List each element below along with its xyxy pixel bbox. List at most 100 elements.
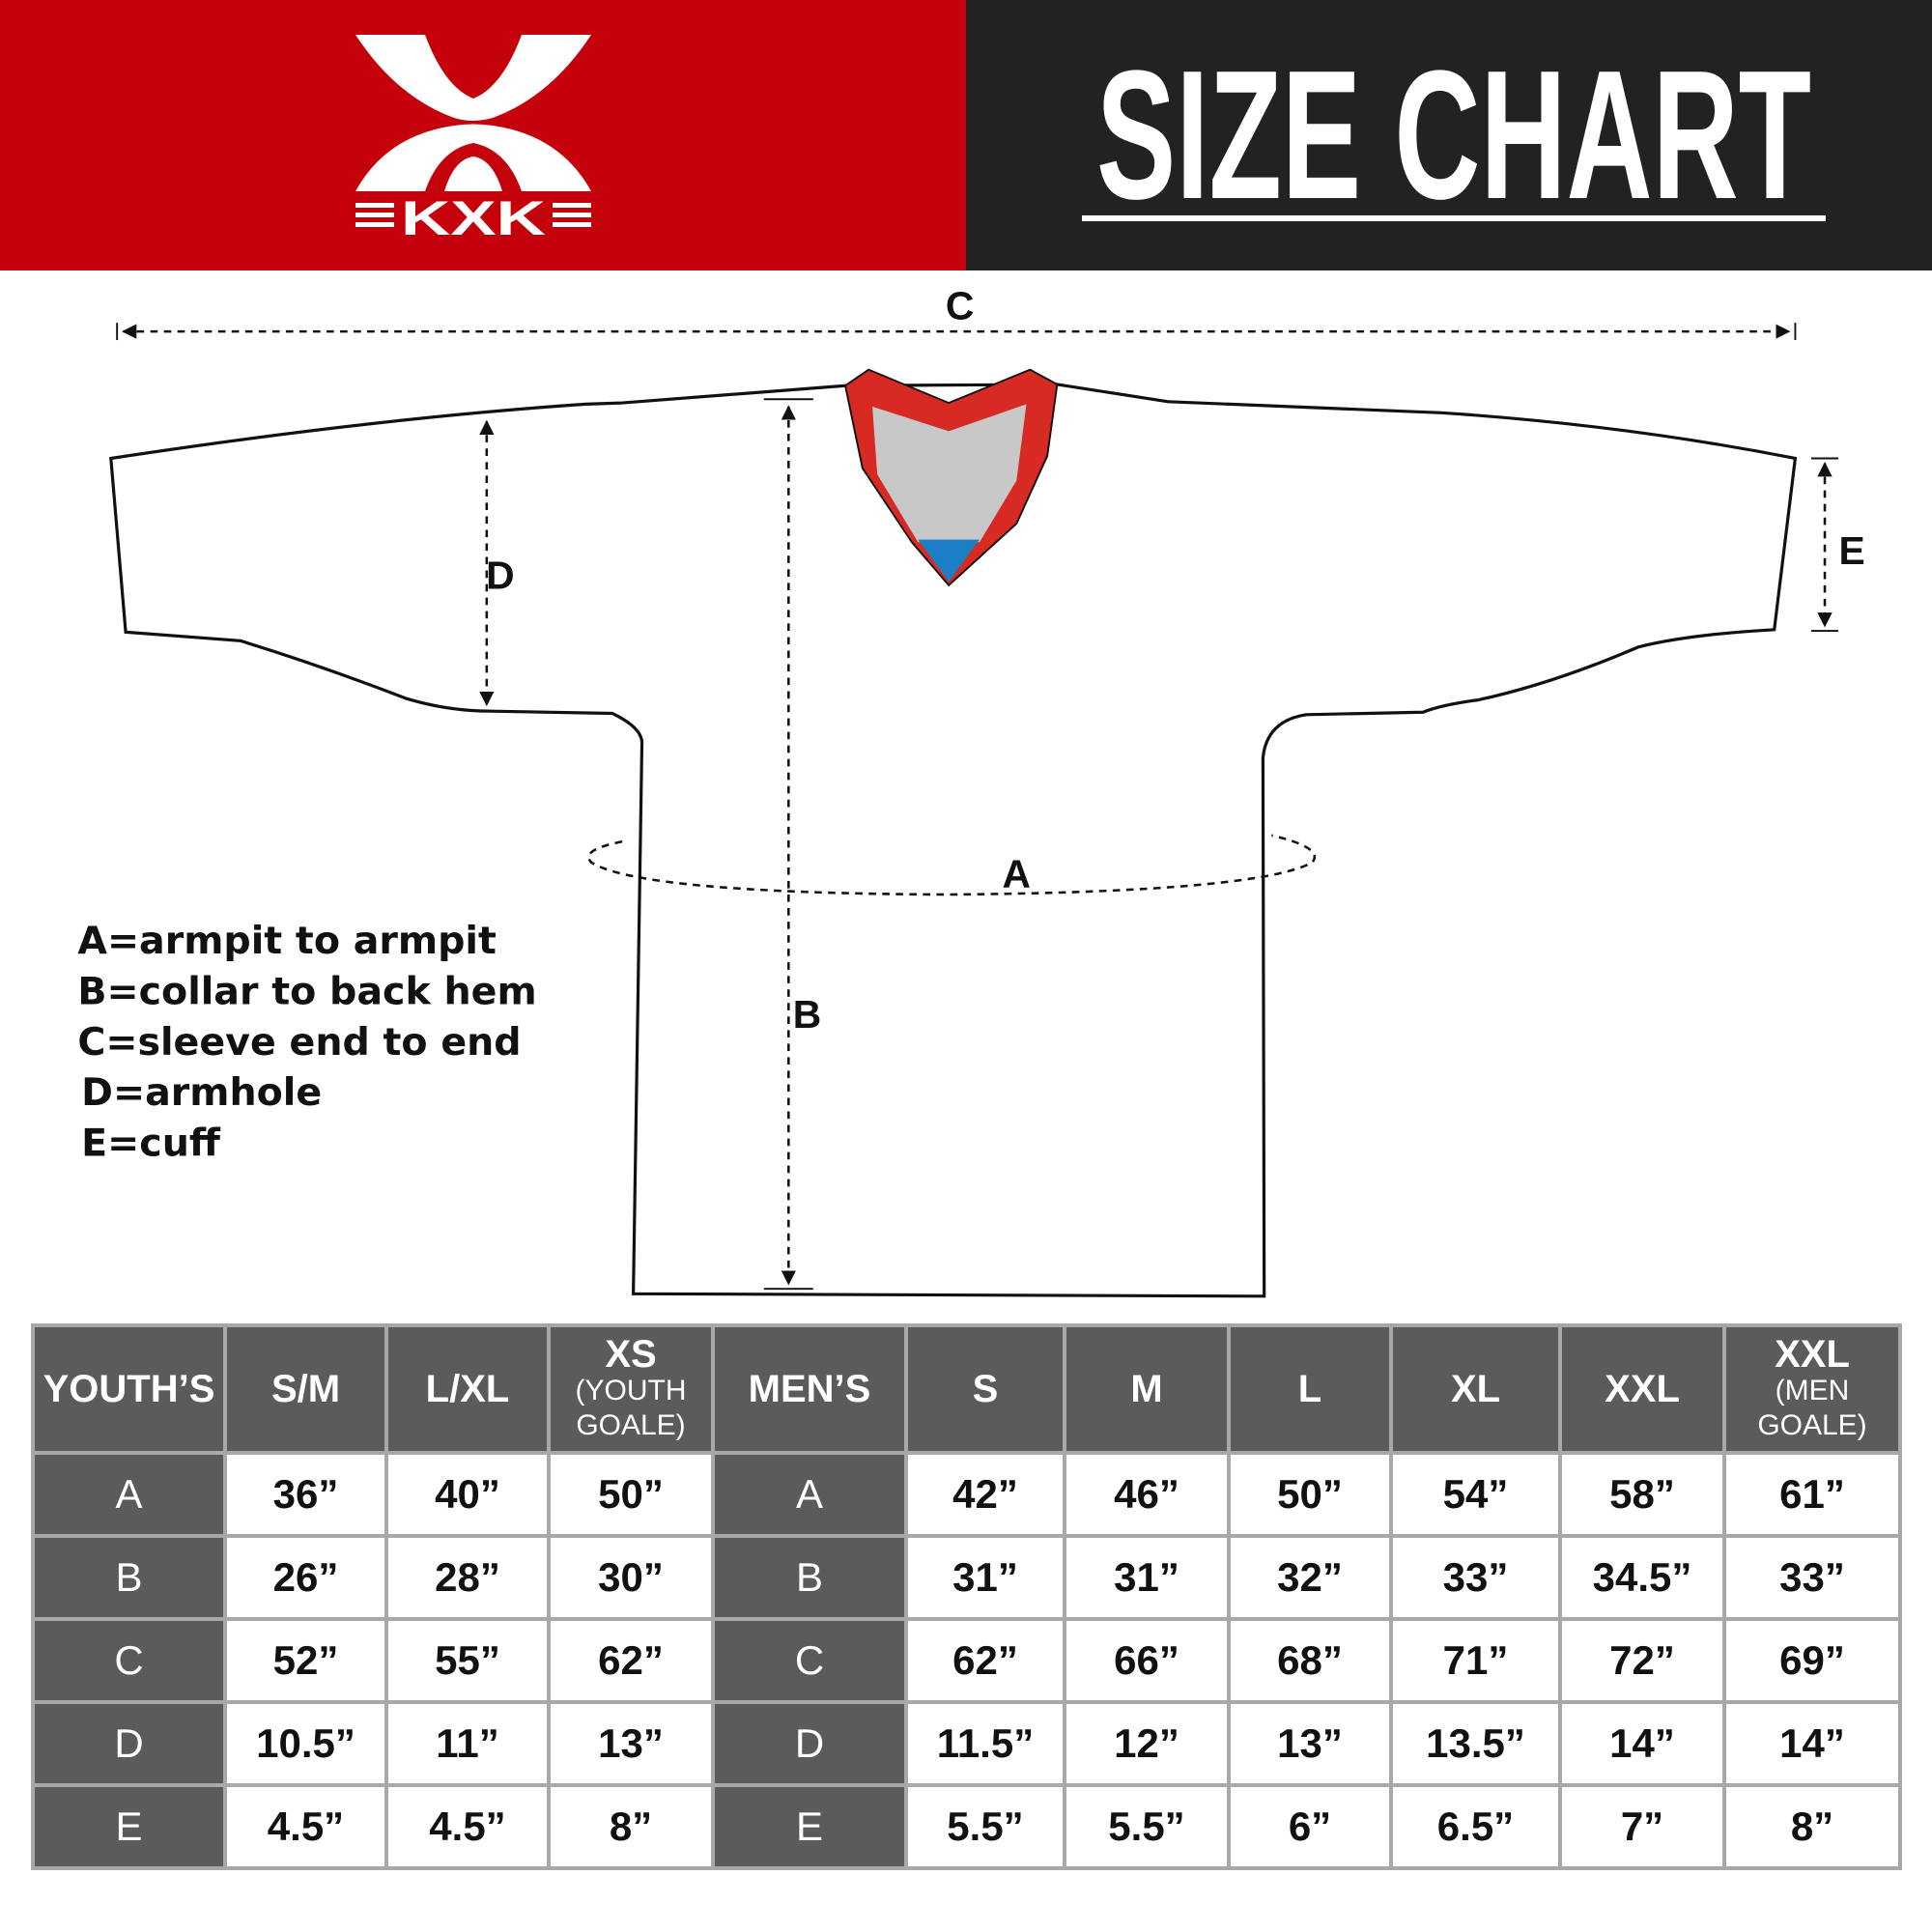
dimension-a-line xyxy=(587,834,1317,896)
measurement-value: 14” xyxy=(1722,1700,1902,1787)
measurement-value: 66” xyxy=(1063,1617,1231,1704)
measurement-value: 52” xyxy=(223,1617,388,1704)
header-label: M xyxy=(1130,1368,1163,1410)
measurement-value: 68” xyxy=(1227,1617,1393,1704)
measurement-value: 4.5” xyxy=(223,1783,388,1870)
measurement-value: 50” xyxy=(547,1451,715,1538)
measurement-value: 14” xyxy=(1558,1700,1726,1787)
measurement-value: 11.5” xyxy=(904,1700,1066,1787)
size-header: XXL xyxy=(1558,1323,1726,1455)
measurement-value: 36” xyxy=(223,1451,388,1538)
table-row: E 4.5” 4.5” 8” E 5.5” 5.5” 6” 6.5” 7” 8” xyxy=(31,1783,1902,1870)
measurement-value: 72” xyxy=(1558,1617,1726,1704)
youth-header: YOUTH’S xyxy=(31,1323,227,1455)
size-header: XXL (MEN GOALE) xyxy=(1722,1323,1902,1455)
page-title-box: SIZE CHART xyxy=(1096,39,1811,213)
title-underline xyxy=(1082,215,1826,221)
measurement-value: 62” xyxy=(904,1617,1066,1704)
measurement-value: 6” xyxy=(1227,1783,1393,1870)
measurement-value: 5.5” xyxy=(1063,1783,1231,1870)
measurement-label: C xyxy=(31,1617,227,1704)
size-header: S xyxy=(904,1323,1066,1455)
measurement-value: 58” xyxy=(1558,1451,1726,1538)
label-b: B xyxy=(793,992,821,1037)
measurement-label: D xyxy=(31,1700,227,1787)
label-e: E xyxy=(1838,528,1864,573)
measurement-value: 32” xyxy=(1227,1534,1393,1621)
legend-item: B=collar to back hem xyxy=(77,970,536,1014)
size-header: L/XL xyxy=(384,1323,551,1455)
header-label: MEN’S xyxy=(748,1368,871,1410)
header-label: YOUTH’S xyxy=(43,1368,215,1410)
logo-text: KXK xyxy=(401,191,546,242)
measurement-value: 55” xyxy=(384,1617,551,1704)
measurement-value: 33” xyxy=(1722,1534,1902,1621)
legend-item: E=cuff xyxy=(81,1121,221,1165)
measurement-value: 33” xyxy=(1389,1534,1562,1621)
jersey-collar xyxy=(843,368,1059,587)
title-banner xyxy=(966,0,1932,270)
measurement-label: E xyxy=(711,1783,908,1870)
legend-item: A=armpit to armpit xyxy=(77,919,497,963)
measurement-value: 13” xyxy=(547,1700,715,1787)
measurement-value: 6.5” xyxy=(1389,1783,1562,1870)
measurement-value: 7” xyxy=(1558,1783,1726,1870)
measurement-value: 30” xyxy=(547,1534,715,1621)
header-label: XS xyxy=(605,1333,657,1376)
measurement-value: 42” xyxy=(904,1451,1066,1538)
measurement-label: A xyxy=(31,1451,227,1538)
table-row: A 36” 40” 50” A 42” 46” 50” 54” 58” 61” xyxy=(31,1451,1902,1538)
measurement-label: B xyxy=(711,1534,908,1621)
legend-item: C=sleeve end to end xyxy=(77,1020,521,1065)
measurement-value: 31” xyxy=(1063,1534,1231,1621)
measurement-label: B xyxy=(31,1534,227,1621)
measurement-value: 13.5” xyxy=(1389,1700,1562,1787)
measurement-label: E xyxy=(31,1783,227,1870)
header-label: S/M xyxy=(270,1368,341,1410)
size-table: YOUTH’S S/M L/XL XS (YOUTH GOALE) MEN’S S M L XL X… xyxy=(31,1323,1902,1870)
measurement-value: 69” xyxy=(1722,1617,1902,1704)
header-label: L xyxy=(1297,1368,1322,1410)
header-label: XL xyxy=(1450,1368,1501,1410)
measurement-value: 46” xyxy=(1063,1451,1231,1538)
header-label: XXL xyxy=(1775,1333,1850,1376)
jersey-outline xyxy=(109,383,1798,1298)
men-header: MEN’S xyxy=(711,1323,908,1455)
measurement-value: 4.5” xyxy=(384,1783,551,1870)
page-title: SIZE CHART xyxy=(1096,39,1811,213)
measurement-value: 8” xyxy=(547,1783,715,1870)
header-label: S xyxy=(972,1368,999,1410)
measurement-value: 28” xyxy=(384,1534,551,1621)
header-sublabel: (YOUTH GOALE) xyxy=(575,1375,687,1441)
measurement-legend: A=armpit to armpit B=collar to back hem … xyxy=(77,919,536,1165)
header-sublabel: (MEN GOALE) xyxy=(1757,1375,1867,1441)
header-label: L/XL xyxy=(425,1368,510,1410)
size-header: XL xyxy=(1389,1323,1562,1455)
measurement-value: 13” xyxy=(1227,1700,1393,1787)
measurement-value: 12” xyxy=(1063,1700,1231,1787)
legend-item: D=armhole xyxy=(81,1070,322,1115)
size-header: L xyxy=(1227,1323,1393,1455)
size-header: M xyxy=(1063,1323,1231,1455)
measurement-value: 34.5” xyxy=(1558,1534,1726,1621)
size-header: XS (YOUTH GOALE) xyxy=(547,1323,715,1455)
table-header-row: YOUTH’S S/M L/XL XS (YOUTH GOALE) MEN’S S M L XL X… xyxy=(31,1323,1902,1455)
size-header: S/M xyxy=(223,1323,388,1455)
measurement-value: 10.5” xyxy=(223,1700,388,1787)
measurement-value: 61” xyxy=(1722,1451,1902,1538)
table-row: D 10.5” 11” 13” D 11.5” 12” 13” 13.5” 14” 14” xyxy=(31,1700,1902,1787)
measurement-value: 40” xyxy=(384,1451,551,1538)
label-a: A xyxy=(1003,851,1031,895)
measurement-value: 8” xyxy=(1722,1783,1902,1870)
measurement-value: 26” xyxy=(223,1534,388,1621)
measurement-label: D xyxy=(711,1700,908,1787)
label-d: D xyxy=(486,554,514,598)
measurement-value: 11” xyxy=(384,1700,551,1787)
kxk-logo: KXK xyxy=(355,35,591,242)
table-row: B 26” 28” 30” B 31” 31” 32” 33” 34.5” 33” xyxy=(31,1534,1902,1621)
table-row: C 52” 55” 62” C 62” 66” 68” 71” 72” 69” xyxy=(31,1617,1902,1704)
measurement-label: C xyxy=(711,1617,908,1704)
measurement-label: A xyxy=(711,1451,908,1538)
header-label: XXL xyxy=(1605,1368,1680,1410)
